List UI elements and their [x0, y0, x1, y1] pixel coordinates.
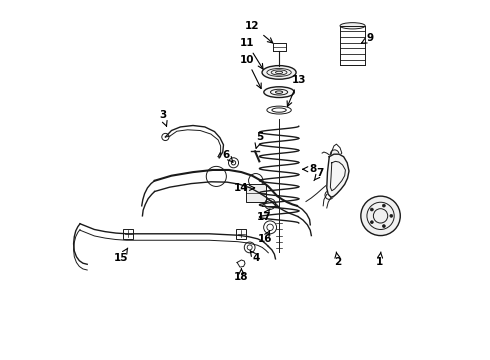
- Circle shape: [370, 208, 373, 211]
- Circle shape: [383, 204, 385, 207]
- Text: 16: 16: [257, 231, 272, 244]
- Text: 6: 6: [223, 150, 233, 162]
- Polygon shape: [327, 154, 349, 197]
- Bar: [236, 229, 246, 239]
- Circle shape: [228, 158, 239, 168]
- Text: 10: 10: [240, 54, 261, 89]
- Circle shape: [264, 221, 276, 234]
- Text: 5: 5: [255, 132, 263, 148]
- Ellipse shape: [262, 66, 296, 79]
- Circle shape: [330, 150, 339, 158]
- Text: 13: 13: [287, 75, 306, 106]
- Text: 1: 1: [376, 252, 383, 267]
- Text: 4: 4: [250, 250, 259, 263]
- Text: 8: 8: [303, 164, 317, 174]
- Text: 9: 9: [361, 33, 374, 43]
- Circle shape: [245, 242, 255, 253]
- Circle shape: [390, 215, 393, 217]
- Text: 3: 3: [159, 111, 167, 126]
- Text: 15: 15: [114, 248, 128, 263]
- Bar: [123, 229, 133, 239]
- Ellipse shape: [264, 87, 294, 98]
- Text: 11: 11: [240, 38, 263, 69]
- Text: 7: 7: [314, 168, 324, 181]
- Text: 12: 12: [245, 21, 273, 43]
- Text: 17: 17: [257, 209, 271, 221]
- Text: 18: 18: [234, 269, 248, 282]
- Bar: [245, 184, 266, 202]
- Text: 2: 2: [335, 252, 342, 267]
- Circle shape: [383, 225, 385, 228]
- Text: 14: 14: [233, 183, 254, 193]
- Circle shape: [361, 196, 400, 235]
- Circle shape: [370, 221, 373, 224]
- Ellipse shape: [340, 23, 365, 29]
